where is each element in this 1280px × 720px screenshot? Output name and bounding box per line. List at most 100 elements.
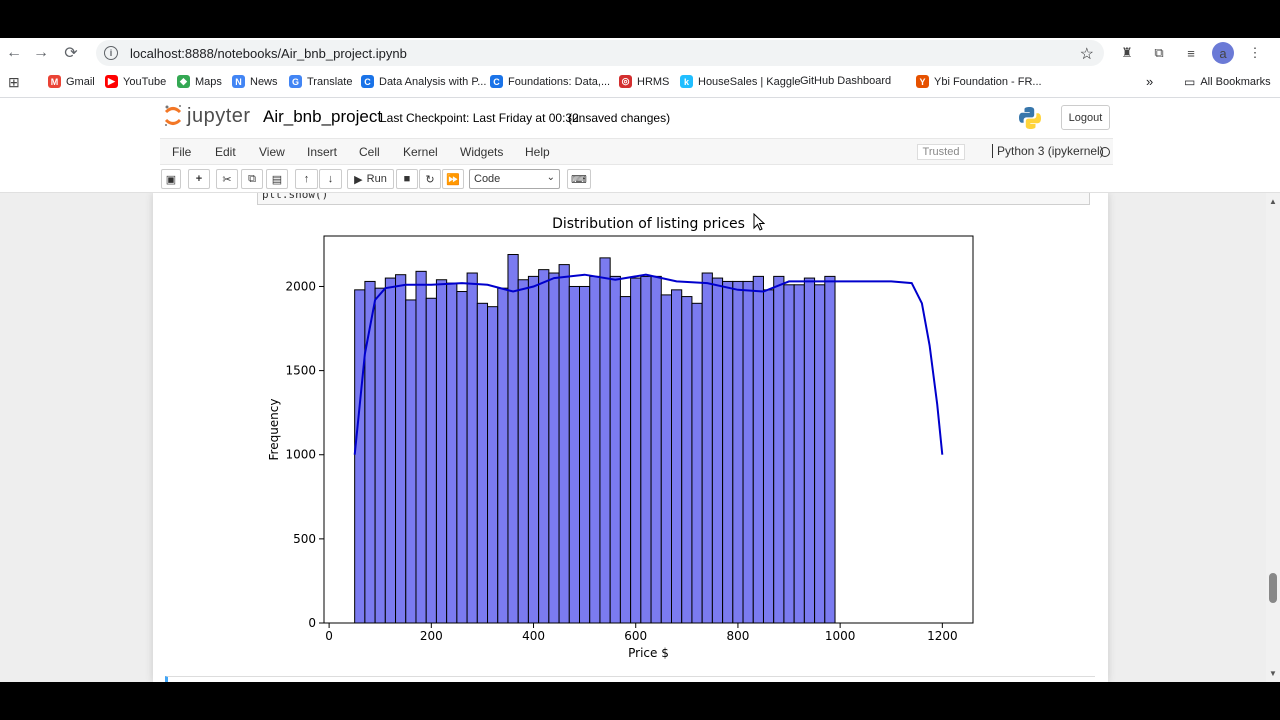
y-tick-label: 500 (293, 532, 316, 546)
move-up-icon[interactable]: ↑ (295, 169, 318, 189)
scroll-down-icon[interactable]: ▼ (1269, 669, 1277, 678)
more-bookmarks-icon[interactable]: » (1146, 74, 1154, 89)
scrollbar-thumb[interactable] (1269, 573, 1277, 603)
chevron-down-icon: ⌄ (546, 172, 555, 183)
logout-button[interactable]: Logout (1061, 105, 1110, 130)
page-scrollbar[interactable]: ▲ ▼ (1266, 193, 1280, 682)
forward-icon[interactable]: → (33, 44, 49, 61)
bookmark-item[interactable]: C Foundations: Data,... (490, 75, 610, 88)
bookmark-item[interactable]: C Data Analysis with P... (361, 75, 486, 88)
menu-cell[interactable]: Cell (359, 145, 380, 159)
bookmark-favicon-icon: C (361, 75, 374, 88)
histogram-bar (701, 272, 713, 624)
x-axis-label: Price $ (628, 646, 669, 660)
move-down-icon[interactable]: ↓ (319, 169, 342, 189)
trusted-badge[interactable]: Trusted (917, 144, 965, 160)
kde-line (353, 273, 944, 455)
bookmark-label: Translate (307, 75, 353, 88)
all-bookmarks[interactable]: ▭ All Bookmarks (1184, 75, 1271, 89)
bottom-black-bar (0, 682, 1280, 720)
site-info-icon[interactable]: i (104, 46, 118, 60)
histogram-bar (640, 275, 652, 624)
keyboard-icon[interactable]: ⌨ (567, 169, 591, 189)
extension-icon[interactable]: ♜ (1121, 45, 1133, 60)
copy-icon[interactable]: ⧉ (241, 169, 263, 189)
histogram-bar (691, 302, 703, 624)
run-button[interactable]: ▶ Run (347, 169, 394, 189)
checkpoint-text: Last Checkpoint: Last Friday at 00:32 (380, 111, 579, 125)
kernel-name[interactable]: Python 3 (ipykernel) (992, 144, 1104, 158)
bookmark-label: Data Analysis with P... (379, 75, 487, 88)
histogram-bar (670, 289, 683, 624)
back-icon[interactable]: ← (6, 44, 22, 61)
reload-icon[interactable]: ⟳ (64, 45, 78, 62)
menu-edit[interactable]: Edit (215, 145, 236, 159)
avatar[interactable]: a (1212, 42, 1234, 64)
y-tick-label: 1500 (285, 364, 316, 378)
bookmark-item[interactable]: Y Ybi Foundation - FR... (916, 75, 1042, 88)
bookmark-favicon-icon: M (48, 75, 61, 88)
notebook-title[interactable]: Air_bnb_project (263, 107, 383, 126)
histogram-bar (630, 277, 642, 624)
paste-icon[interactable]: ▤ (266, 169, 288, 189)
menu-widgets[interactable]: Widgets (460, 145, 504, 159)
x-tick-label: 0 (325, 629, 333, 643)
histogram-bar (425, 297, 437, 624)
menu-file[interactable]: File (172, 145, 192, 159)
bookmark-item[interactable]: GitHub Dashboard (800, 75, 891, 87)
bookmarks-bar: ⊞ M Gmail ▶ YouTube ◆ Maps N News G Translate C Dat… (0, 68, 1280, 98)
folder-icon: ▭ (1184, 75, 1196, 89)
bookmark-star-icon[interactable]: ☆ (1079, 46, 1094, 63)
apps-grid-icon[interactable]: ⊞ (8, 74, 20, 90)
bookmark-item[interactable]: G Translate (289, 75, 352, 88)
kebab-menu-icon[interactable]: ⋮ (1248, 45, 1262, 60)
x-tick-label: 400 (522, 629, 545, 643)
menu-view[interactable]: View (259, 145, 285, 159)
histogram-bar (568, 285, 581, 624)
histogram-bar (752, 275, 764, 624)
histogram-bar (824, 275, 836, 624)
notebook-area: plt.show() 0 200 400 600 800 1000 1200 0 500 1000… (0, 193, 1266, 682)
media-icon[interactable]: ≡ (1187, 45, 1195, 61)
histogram-bar (527, 275, 540, 624)
histogram-bar (793, 284, 805, 624)
histogram-bar (681, 296, 693, 624)
bookmark-item[interactable]: ◎ HRMS (619, 75, 669, 88)
histogram-bar (395, 274, 407, 624)
save-icon[interactable]: ▣ (161, 169, 181, 189)
histogram-bar (783, 284, 795, 624)
restart-icon[interactable]: ↻ (419, 169, 441, 189)
fast-forward-icon[interactable]: ⏩ (442, 169, 464, 189)
jupyter-logo[interactable]: jupyter (163, 104, 251, 128)
puzzle-icon[interactable]: ⧉ (1154, 45, 1164, 60)
histogram-bar (548, 272, 560, 624)
top-black-bar (0, 0, 1280, 38)
notebook-toolbar: ▣ + ✂ ⧉ ▤ ↑ ↓ ▶ Run ■ ↻ ⏩ Code ⌄ ⌨ (0, 165, 1280, 193)
bookmark-item[interactable]: ▶ YouTube (105, 75, 166, 88)
menu-kernel[interactable]: Kernel (403, 145, 438, 159)
bookmark-favicon-icon: k (680, 75, 693, 88)
bookmark-label: Gmail (66, 75, 95, 88)
code-cell[interactable]: plt.show() (257, 193, 1090, 205)
y-tick-label: 1000 (285, 448, 316, 462)
add-cell-icon[interactable]: + (188, 169, 210, 189)
x-tick-label: 600 (624, 629, 647, 643)
cut-icon[interactable]: ✂ (216, 169, 238, 189)
bookmark-label: News (250, 75, 278, 88)
bookmark-item[interactable]: M Gmail (48, 75, 95, 88)
bookmark-label: HRMS (637, 75, 670, 88)
menu-insert[interactable]: Insert (307, 145, 338, 159)
stop-icon[interactable]: ■ (396, 169, 418, 189)
bookmark-item[interactable]: k HouseSales | Kaggle (680, 75, 801, 88)
jupyter-wordmark: jupyter (187, 104, 251, 127)
scroll-up-icon[interactable]: ▲ (1269, 197, 1277, 206)
histogram-bar (762, 289, 775, 624)
bookmark-item[interactable]: N News (232, 75, 278, 88)
next-cell[interactable] (165, 676, 1095, 682)
histogram-bar (711, 277, 724, 624)
cell-type-select[interactable]: Code ⌄ (469, 169, 560, 189)
bookmark-item[interactable]: ◆ Maps (177, 75, 222, 88)
address-bar[interactable]: i localhost:8888/notebooks/Air_bnb_proje… (96, 40, 1104, 66)
histogram-bar (354, 289, 366, 624)
menu-help[interactable]: Help (525, 145, 550, 159)
